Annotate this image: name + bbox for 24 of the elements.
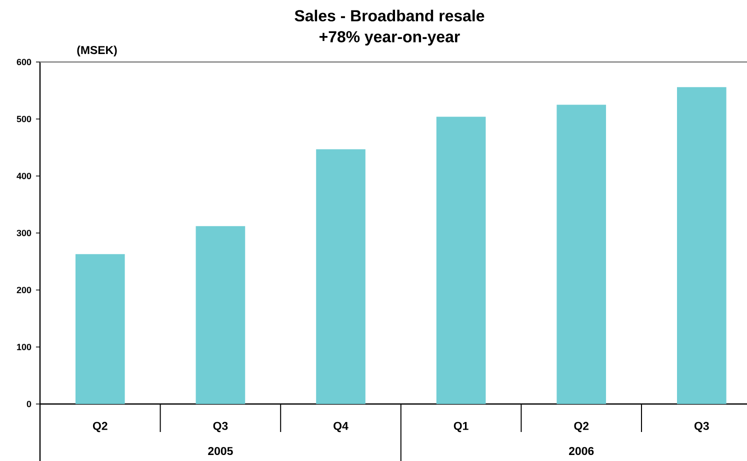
y-tick-label: 200 xyxy=(16,286,32,294)
text: 2006 xyxy=(569,446,594,456)
x-tick-label: Q2 xyxy=(574,422,589,432)
x-tick-label: Q3 xyxy=(213,422,228,432)
y-axis-title: (MSEK) xyxy=(77,46,117,56)
y-tick-label: 400 xyxy=(16,172,32,180)
bar xyxy=(316,149,366,404)
x-tick-label: Q4 xyxy=(334,422,348,432)
x-tick-label: Q3 xyxy=(694,422,709,432)
y-tick-label: 500 xyxy=(16,116,32,122)
y-tick-label: 0 xyxy=(26,400,32,408)
chart-subtitle: +78% year-on-year xyxy=(320,31,460,46)
x-tick-label: Q1 xyxy=(454,422,468,432)
bar xyxy=(75,254,125,404)
x-tick-label: Q2 xyxy=(92,422,108,432)
y-tick-label: 300 xyxy=(16,230,32,236)
text: 2005 xyxy=(208,446,233,456)
bar xyxy=(556,104,606,404)
bar xyxy=(196,226,246,404)
bar xyxy=(677,87,726,404)
chart-title: Sales - Broadband resale xyxy=(294,10,484,22)
bar xyxy=(436,116,486,404)
y-tick-label: 100 xyxy=(17,344,32,350)
y-tick-label: 600 xyxy=(16,58,32,66)
